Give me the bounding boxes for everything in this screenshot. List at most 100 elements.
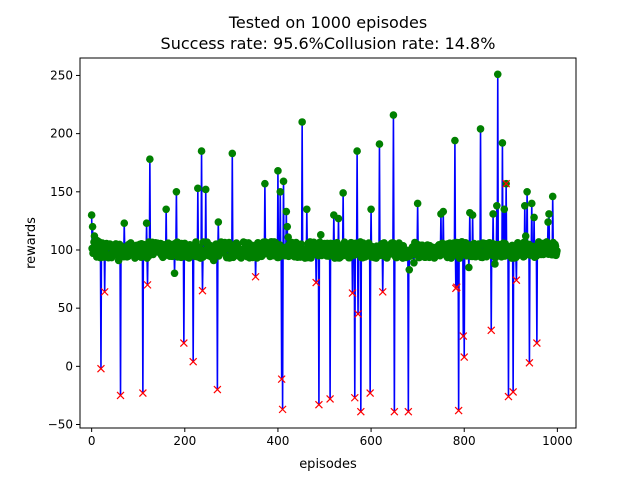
- success-point: [298, 118, 306, 126]
- collision-point: [459, 332, 468, 341]
- success-point: [498, 139, 507, 147]
- success-point: [209, 256, 218, 265]
- success-point: [353, 147, 361, 155]
- collision-point: [454, 406, 463, 415]
- success-point: [214, 218, 223, 226]
- success-point: [491, 260, 499, 268]
- success-point: [413, 199, 422, 208]
- collision-point: [116, 391, 125, 400]
- success-point: [476, 125, 485, 133]
- y-tick-label: −50: [48, 418, 73, 432]
- collision-point: [512, 276, 521, 285]
- collision-point: [312, 278, 321, 287]
- x-tick-label: 1000: [542, 434, 573, 448]
- success-point: [521, 232, 530, 240]
- success-point: [303, 205, 311, 214]
- collision-point: [378, 287, 387, 296]
- success-point: [545, 210, 553, 218]
- collision-point: [366, 389, 375, 398]
- success-point: [282, 207, 291, 216]
- success-point: [87, 211, 96, 219]
- success-point: [553, 247, 561, 255]
- collision-point: [348, 289, 357, 297]
- collision-point: [189, 357, 198, 366]
- success-point: [465, 263, 473, 272]
- success-point: [451, 136, 459, 145]
- success-point: [142, 219, 151, 228]
- collision-point: [354, 310, 362, 318]
- collision-point: [143, 280, 152, 289]
- chart-title-line-2: Success rate: 95.6%Collusion rate: 14.8%: [161, 34, 496, 53]
- collision-point: [487, 326, 496, 335]
- success-point: [172, 188, 181, 196]
- collision-point: [314, 400, 323, 409]
- y-tick-label: 200: [50, 127, 73, 141]
- collision-point: [460, 353, 469, 361]
- y-tick-label: 150: [50, 185, 73, 199]
- success-point: [279, 177, 288, 186]
- collision-point: [198, 286, 207, 295]
- collision-point: [326, 394, 335, 403]
- success-point: [334, 214, 343, 223]
- success-point: [276, 188, 285, 196]
- collision-point: [356, 407, 365, 416]
- success-point: [120, 219, 129, 228]
- collision-point: [350, 393, 359, 402]
- y-tick-label: 100: [50, 243, 73, 257]
- success-point: [530, 213, 538, 222]
- collision-point: [213, 385, 222, 394]
- plot-area: [87, 70, 561, 416]
- collision-point: [452, 283, 461, 292]
- collision-point: [532, 339, 541, 347]
- success-point: [283, 222, 292, 231]
- success-point: [527, 199, 536, 208]
- success-point: [339, 189, 347, 197]
- success-point: [410, 258, 418, 267]
- success-point: [523, 188, 531, 196]
- x-tick-label: 600: [360, 434, 383, 448]
- y-axis-label: rewards: [24, 217, 39, 269]
- collision-point: [179, 339, 188, 347]
- success-point: [544, 218, 552, 226]
- success-point: [389, 111, 398, 119]
- success-point: [405, 265, 414, 274]
- x-axis: 0 200 400 600 800 1000: [88, 428, 573, 448]
- x-axis-label: episodes: [299, 457, 357, 472]
- collision-point: [502, 179, 511, 188]
- success-point: [367, 205, 375, 214]
- success-point: [197, 147, 206, 155]
- collision-point: [277, 375, 286, 384]
- success-point: [493, 70, 502, 79]
- success-point: [489, 210, 497, 218]
- success-point: [88, 222, 97, 231]
- success-point: [548, 192, 557, 201]
- collision-point: [404, 407, 413, 416]
- success-point: [260, 250, 268, 258]
- success-point: [228, 149, 237, 158]
- success-point: [146, 155, 154, 164]
- success-point: [468, 211, 477, 219]
- collision-point: [525, 358, 534, 367]
- y-tick-label: 0: [65, 359, 73, 373]
- success-point: [261, 179, 269, 188]
- x-tick-label: 400: [266, 434, 289, 448]
- collision-point: [390, 407, 399, 416]
- x-tick-label: 800: [453, 434, 476, 448]
- collision-point: [100, 287, 109, 296]
- plot-frame: [79, 57, 577, 429]
- chart-title-line-1: Tested on 1000 episodes: [228, 13, 427, 32]
- collision-point: [251, 272, 260, 281]
- success-point: [493, 201, 501, 210]
- collision-point: [278, 405, 287, 414]
- y-tick-label: 250: [50, 68, 73, 82]
- y-axis: −50 0 50 100 150 200 250: [48, 68, 80, 432]
- success-point: [439, 207, 448, 216]
- success-point: [316, 231, 325, 239]
- success-point: [194, 184, 202, 193]
- success-point: [500, 205, 509, 214]
- collision-point: [97, 364, 105, 373]
- success-point: [201, 185, 210, 194]
- success-point: [274, 167, 282, 175]
- success-point: [520, 201, 529, 210]
